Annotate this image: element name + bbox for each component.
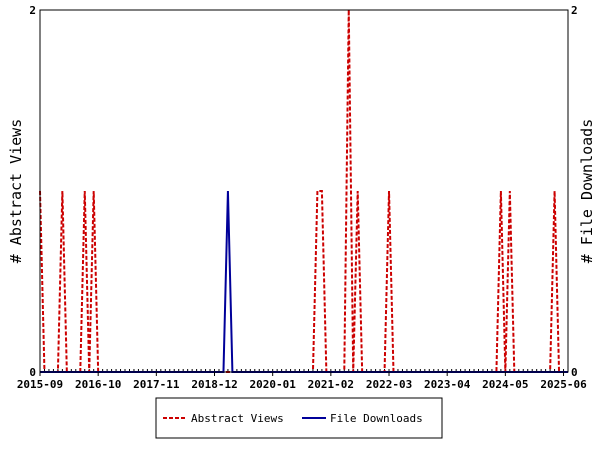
x-tick-label-3: 2018-12 <box>191 378 237 391</box>
legend: Abstract Views File Downloads <box>155 397 443 439</box>
legend-box <box>155 397 443 439</box>
series-lines <box>39 9 568 373</box>
x-tick-label-9: 2025-06 <box>540 378 587 391</box>
series-line-abstract-views <box>39 9 561 373</box>
x-tick-label-4: 2020-01 <box>249 378 296 391</box>
right-tick-label-1: 2 <box>571 4 578 17</box>
x-tick-label-1: 2016-10 <box>75 378 121 391</box>
x-tick-label-5: 2021-02 <box>308 378 354 391</box>
x-axis-labels: 2015-09 2016-10 2017-11 2018-12 2020-01 2021-… <box>17 372 587 391</box>
left-tick-label-1: 2 <box>29 4 36 17</box>
right-axis-title: # File Downloads <box>578 119 596 264</box>
series-line-file-downloads <box>40 190 568 373</box>
x-tick-label-2: 2017-11 <box>133 378 180 391</box>
left-tick-label-0: 0 <box>29 366 36 379</box>
x-tick-label-0: 2015-09 <box>17 378 63 391</box>
legend-label-file-downloads: File Downloads <box>330 412 423 425</box>
legend-label-abstract-views: Abstract Views <box>191 412 284 425</box>
x-tick-label-6: 2022-03 <box>366 378 412 391</box>
left-axis-title: # Abstract Views <box>7 119 25 264</box>
plot-frame <box>39 9 569 373</box>
right-tick-label-0: 0 <box>571 366 578 379</box>
x-tick-label-7: 2023-04 <box>424 378 471 391</box>
x-tick-label-8: 2024-05 <box>482 378 528 391</box>
